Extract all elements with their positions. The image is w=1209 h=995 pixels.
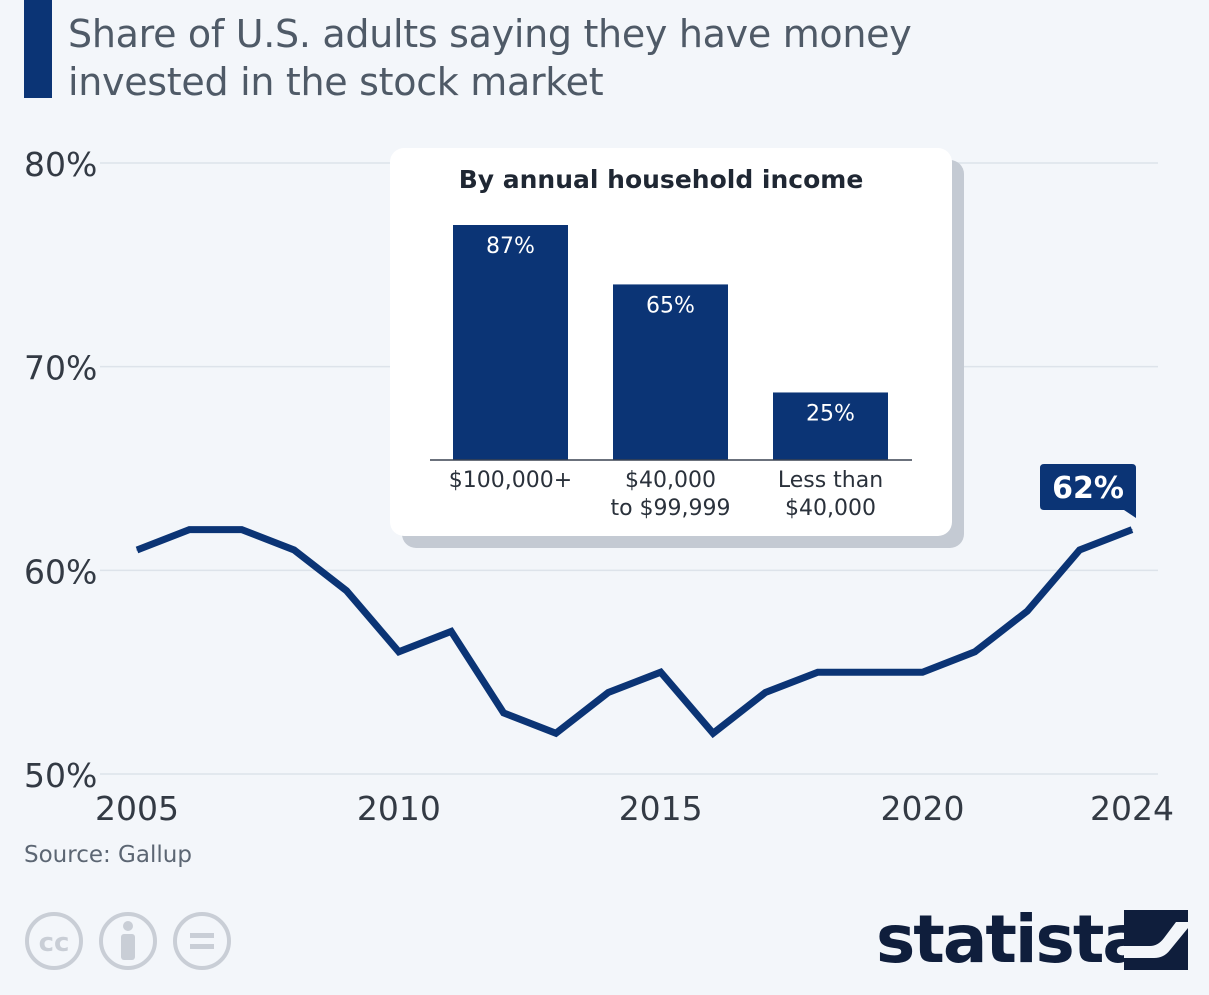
line-chart: 2005 2010 2015 2020 2024 50% 60% 70% 80% 62% By… [24,145,1174,828]
data-point [188,529,190,531]
bar-value-label: 87% [486,234,535,259]
data-point [293,549,295,551]
y-tick-label: 50% [24,756,97,795]
x-tick-label: 2015 [619,789,703,828]
data-point [607,692,609,694]
bar-category-label: Less than [778,468,883,493]
callout-label: 62% [1052,471,1124,506]
data-point [241,529,243,531]
svg-text:cc: cc [39,928,70,958]
x-tick-label: 2024 [1090,789,1174,828]
data-point [555,732,557,734]
cc-icon[interactable]: cc [25,912,83,970]
statista-logo-text[interactable]: statista [876,901,1147,978]
data-point [660,671,662,673]
bar-value-label: 25% [806,401,855,426]
data-point [1079,549,1081,551]
license-icons: cc [25,912,231,970]
data-point [1026,610,1028,612]
data-point [136,549,138,551]
x-tick-label: 2010 [357,789,441,828]
series-line [135,526,1134,739]
data-point [869,671,871,673]
callout-box [1040,464,1136,518]
data-point [974,651,976,653]
data-point [712,732,714,734]
data-point [345,590,347,592]
data-point [503,712,505,714]
chart-title: Share of U.S. adults saying they have mo… [68,12,912,104]
y-tick-label: 70% [24,349,97,388]
data-point [450,630,452,632]
inset-title: By annual household income [459,165,864,194]
title-accent-bar [24,0,52,98]
bar-category-label: $100,000+ [449,468,572,493]
y-tick-label: 80% [24,145,97,184]
no-derivatives-icon[interactable] [173,912,231,970]
data-point [764,692,766,694]
bar-category-label-line2: $40,000 [785,496,876,521]
x-tick-label: 2020 [881,789,965,828]
attribution-icon[interactable] [99,912,157,970]
y-tick-label: 60% [24,552,97,591]
bar [453,225,568,460]
bar [613,284,728,460]
bar-value-label: 65% [646,293,695,318]
bar [773,392,888,460]
data-point [1131,529,1133,531]
statista-logo-icon [1124,910,1188,970]
source-note: Source: Gallup [24,842,192,868]
bar-category-label-line2: to $99,999 [610,496,730,521]
x-tick-label: 2005 [95,789,179,828]
data-point [922,671,924,673]
bar-category-label: $40,000 [625,468,716,493]
data-point [398,651,400,653]
data-point [817,671,819,673]
